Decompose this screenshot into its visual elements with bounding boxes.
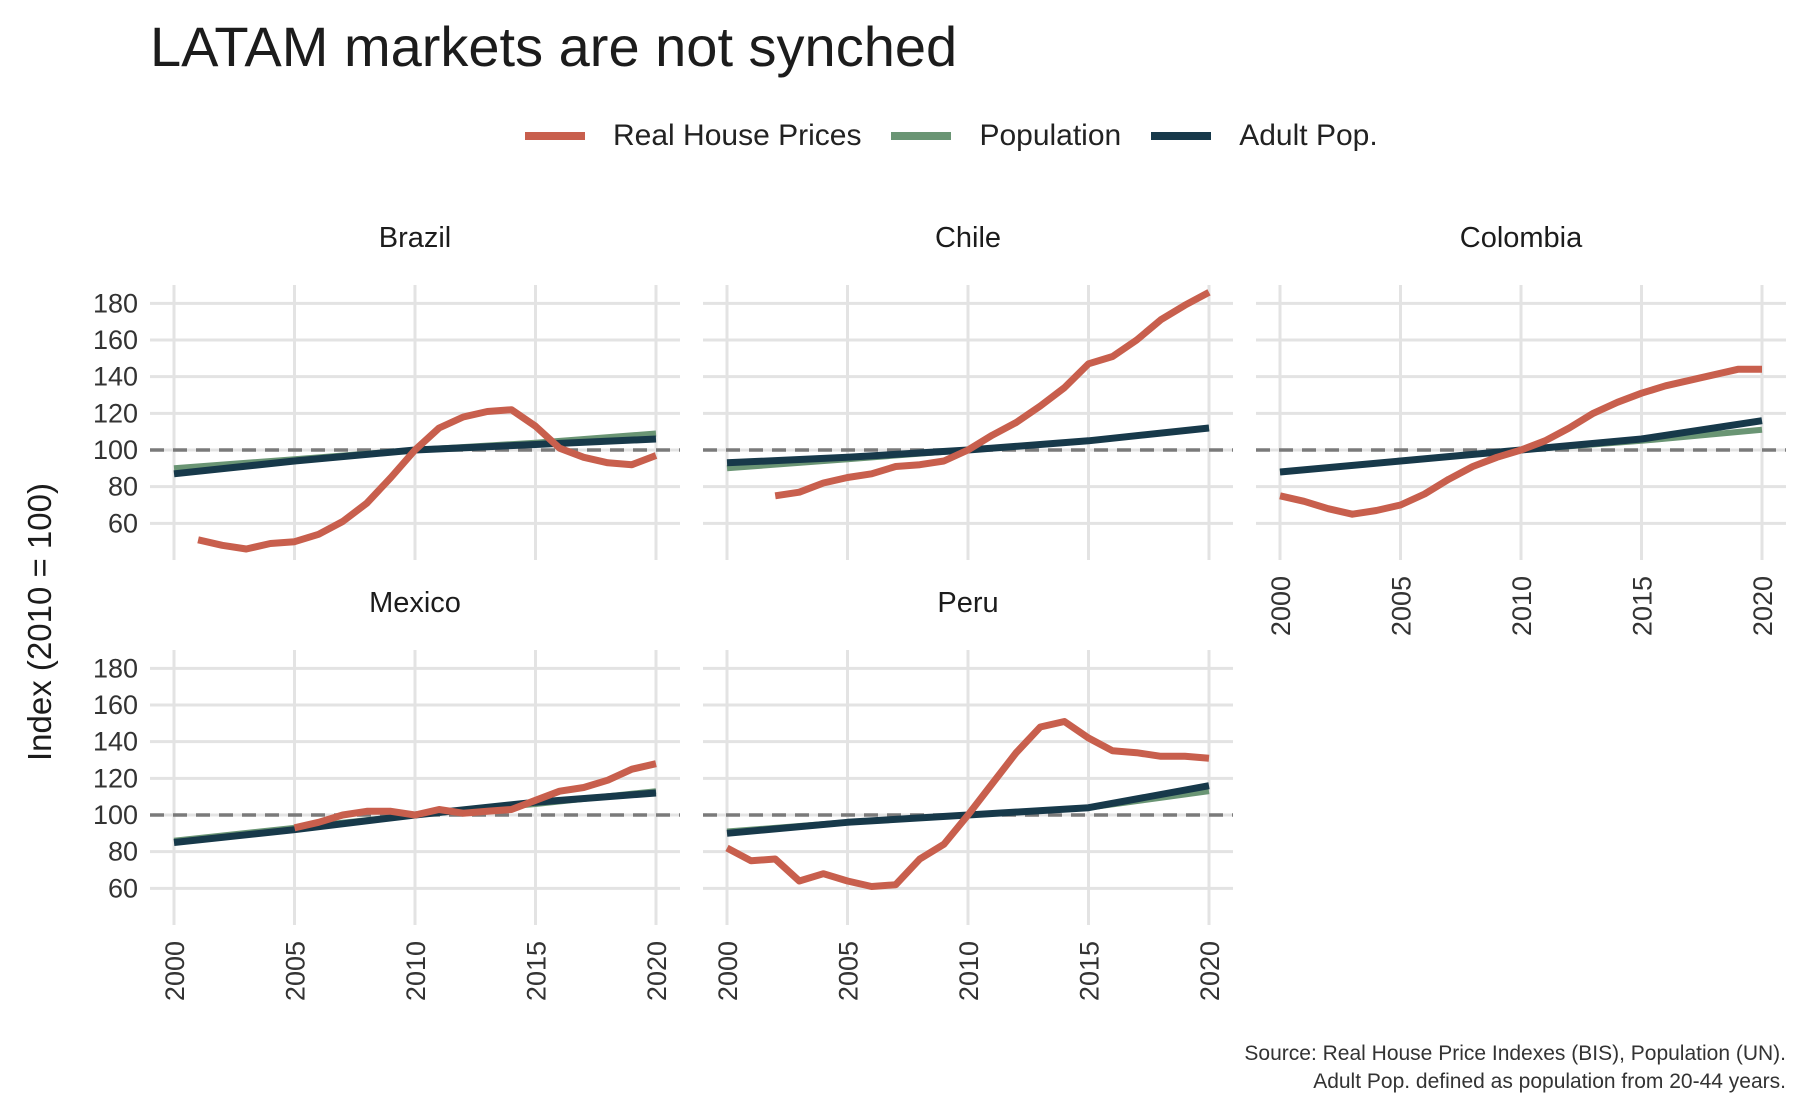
legend-item-real-house-prices: Real House Prices bbox=[525, 119, 861, 153]
x-tick-label: 2005 bbox=[281, 941, 311, 1001]
y-tick-label: 140 bbox=[93, 362, 138, 392]
y-tick-label: 140 bbox=[93, 727, 138, 757]
facet-title: Chile bbox=[935, 222, 1001, 254]
legend-item-adult-pop: Adult Pop. bbox=[1151, 119, 1378, 153]
panel-brazil: Brazil 60 80 100 120 140 160 180 bbox=[93, 222, 680, 560]
legend: Real House Prices Population Adult Pop. bbox=[525, 116, 1408, 156]
y-tick-label: 80 bbox=[108, 472, 138, 502]
x-tick-label: 2015 bbox=[522, 941, 552, 1001]
x-tick-label: 2000 bbox=[160, 941, 190, 1001]
caption-line-2: Adult Pop. defined as population from 20… bbox=[1313, 1070, 1786, 1093]
legend-swatch bbox=[525, 132, 585, 140]
caption-line-1: Source: Real House Price Indexes (BIS), … bbox=[1244, 1042, 1786, 1065]
y-tick-label: 100 bbox=[93, 435, 138, 465]
panel-peru: Peru 2000 2005 2010 2015 2020 bbox=[703, 587, 1233, 1001]
y-tick-label: 120 bbox=[93, 398, 138, 428]
x-tick-label: 2020 bbox=[1195, 941, 1225, 1001]
panel-chile: Chile bbox=[703, 222, 1233, 560]
x-tick-label: 2015 bbox=[1075, 941, 1105, 1001]
series-line-real-house-prices bbox=[774, 289, 1211, 500]
y-tick-label: 180 bbox=[93, 288, 138, 318]
legend-swatch bbox=[891, 132, 952, 140]
panel-colombia: Colombia 2000 2005 2010 2015 2020 bbox=[1256, 222, 1786, 636]
y-tick-label: 120 bbox=[93, 763, 138, 793]
facet-title: Mexico bbox=[369, 587, 461, 619]
legend-item-population: Population bbox=[891, 119, 1121, 153]
facet-title: Brazil bbox=[379, 222, 452, 254]
series-line-real-house-prices bbox=[1279, 365, 1762, 518]
x-tick-label: 2000 bbox=[1266, 576, 1296, 636]
x-tick-label: 2010 bbox=[1507, 576, 1537, 636]
panel-mexico: Mexico 60 80 100 120 140 160 180 2000 2005 2010 201… bbox=[93, 587, 680, 1001]
series-line-real-house-prices bbox=[197, 406, 658, 553]
series-line-real-house-prices bbox=[293, 760, 657, 832]
y-tick-label: 160 bbox=[93, 690, 138, 720]
y-tick-label: 80 bbox=[108, 837, 138, 867]
x-tick-label: 2010 bbox=[401, 941, 431, 1001]
chart-title: LATAM markets are not synched bbox=[150, 15, 958, 78]
facet-title: Peru bbox=[937, 587, 998, 619]
x-tick-label: 2015 bbox=[1628, 576, 1658, 636]
legend-label: Population bbox=[979, 119, 1122, 152]
x-tick-label: 2005 bbox=[834, 941, 864, 1001]
source-caption: Source: Real House Price Indexes (BIS), … bbox=[1244, 1040, 1786, 1096]
facet-title: Colombia bbox=[1460, 222, 1583, 254]
x-tick-label: 2000 bbox=[713, 941, 743, 1001]
legend-label: Adult Pop. bbox=[1239, 119, 1378, 152]
series-line-real-house-prices bbox=[725, 718, 1210, 890]
x-tick-label: 2010 bbox=[954, 941, 984, 1001]
y-tick-label: 60 bbox=[108, 873, 138, 903]
y-tick-label: 100 bbox=[93, 800, 138, 830]
y-tick-label: 180 bbox=[93, 653, 138, 683]
legend-label: Real House Prices bbox=[613, 119, 862, 152]
x-tick-label: 2020 bbox=[642, 941, 672, 1001]
y-tick-label: 160 bbox=[93, 325, 138, 355]
x-tick-label: 2005 bbox=[1387, 576, 1417, 636]
legend-swatch bbox=[1151, 132, 1212, 140]
y-tick-label: 60 bbox=[108, 508, 138, 538]
x-tick-label: 2020 bbox=[1748, 576, 1778, 636]
